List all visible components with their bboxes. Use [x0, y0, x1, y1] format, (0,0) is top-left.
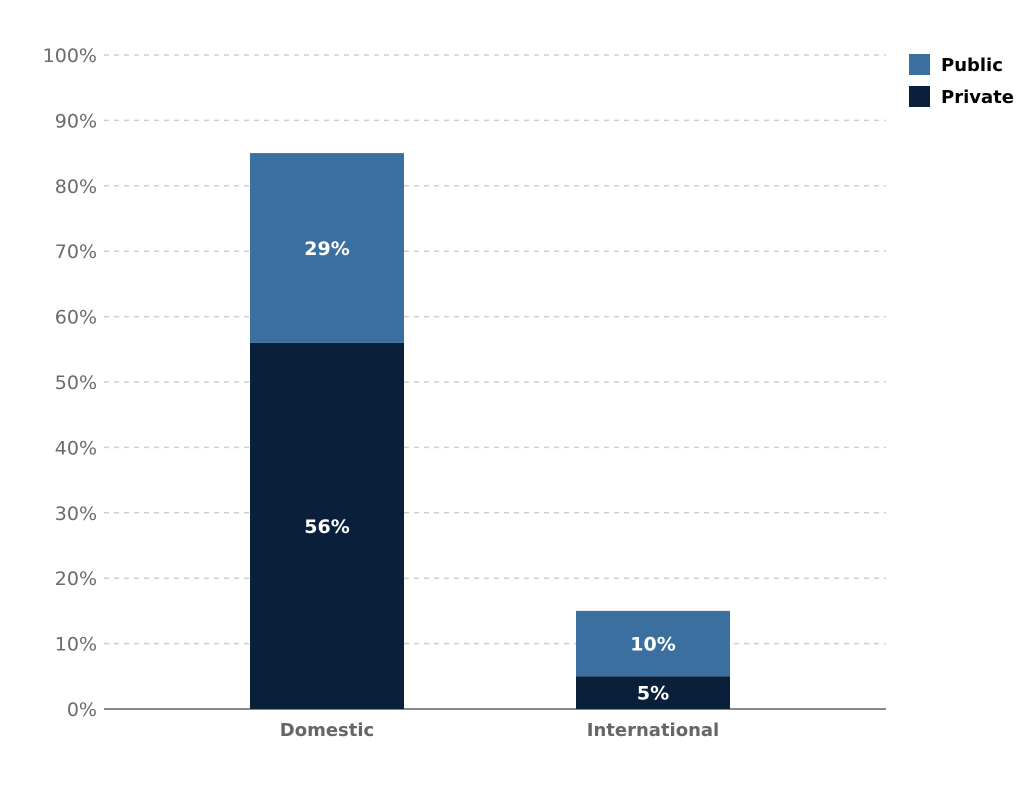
data-label: 5% [637, 683, 669, 705]
y-tick-label: 90% [55, 110, 97, 132]
y-tick-label: 80% [55, 176, 97, 198]
y-tick-label: 10% [55, 634, 97, 656]
x-tick-label: International [587, 720, 719, 741]
data-label: 29% [304, 238, 349, 260]
y-tick-label: 20% [55, 568, 97, 590]
legend-swatch-public [909, 54, 930, 75]
y-tick-label: 50% [55, 372, 97, 394]
data-label: 56% [304, 516, 349, 538]
y-tick-label: 70% [55, 241, 97, 263]
bar-public [576, 610, 730, 677]
bar-private [576, 676, 730, 709]
legend-swatch-private [909, 86, 930, 107]
data-label: 10% [630, 634, 675, 656]
y-tick-label: 100% [43, 45, 97, 67]
legend-label: Private [941, 87, 1014, 108]
bar-public [250, 153, 404, 343]
bar-private [250, 342, 404, 709]
x-tick-label: Domestic [280, 720, 374, 741]
y-tick-label: 0% [67, 699, 97, 721]
y-tick-label: 40% [55, 437, 97, 459]
legend-label: Public [941, 55, 1003, 76]
y-tick-label: 60% [55, 307, 97, 329]
y-tick-label: 30% [55, 503, 97, 525]
